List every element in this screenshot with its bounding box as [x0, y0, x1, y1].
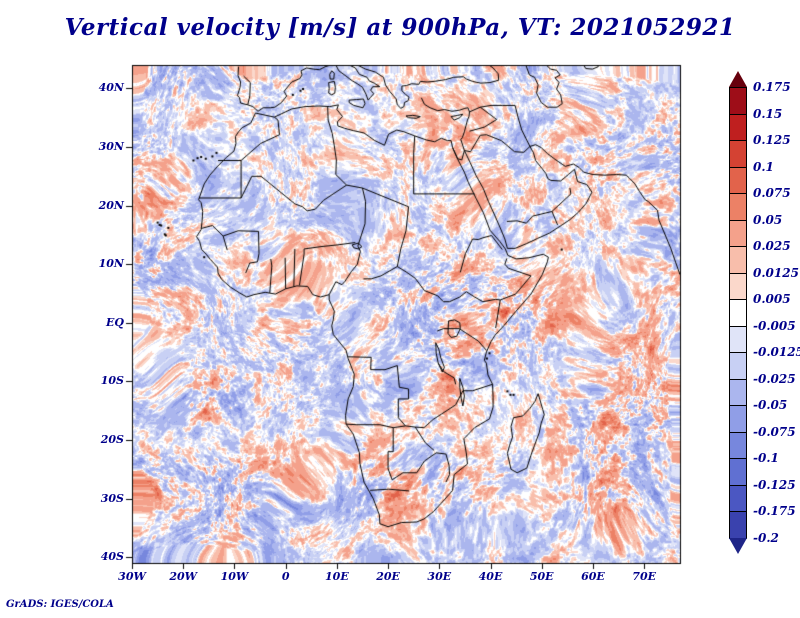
colorbar-tick-label: 0.075	[753, 186, 791, 201]
colorbar-arrow-top	[729, 71, 747, 87]
chart-title: Vertical velocity [m/s] at 900hPa, VT: 2…	[64, 14, 736, 41]
colorbar-segment	[729, 272, 747, 301]
colorbar-segment	[729, 193, 747, 221]
colorbar-segment	[729, 246, 747, 274]
colorbar-segment	[729, 87, 747, 115]
colorbar-segment	[729, 431, 747, 460]
colorbar-tick-label: 0.025	[753, 239, 791, 254]
colorbar-tick-label: 0.175	[753, 80, 791, 94]
x-axis-label: 70E	[632, 570, 656, 583]
colorbar-tick-label: -0.05	[753, 398, 788, 413]
colorbar-segment	[729, 325, 747, 354]
colorbar-segment	[729, 484, 747, 513]
x-axis-label: 10W	[220, 570, 249, 583]
colorbar-segment	[729, 219, 747, 248]
y-axis-label: 40S	[100, 550, 124, 564]
colorbar-segment	[729, 299, 747, 327]
colorbar-segment	[729, 166, 747, 195]
x-axis-label: 60E	[581, 570, 605, 583]
colorbar-tick-label: -0.0125	[753, 345, 800, 360]
y-axis-label: 20N	[98, 198, 124, 212]
colorbar-tick-label: -0.075	[753, 424, 796, 439]
colorbar-tick-label: 0.1	[753, 159, 774, 174]
x-axis-label: 30W	[118, 570, 146, 583]
y-axis-label: 40N	[98, 81, 124, 95]
x-axis-label: 10E	[325, 570, 349, 583]
colorbar-tick-label: -0.175	[753, 504, 796, 519]
colorbar-segment	[729, 378, 747, 407]
colorbar-segment	[729, 352, 747, 380]
y-axis-label: 10S	[100, 374, 124, 388]
colorbar-tick-label: -0.125	[753, 477, 796, 492]
colorbar-segment	[729, 511, 747, 539]
x-axis-label: 0	[281, 570, 290, 583]
colorbar-tick-label: -0.2	[753, 531, 779, 545]
colorbar-tick-label: 0.15	[753, 106, 783, 121]
colorbar-tick-label: -0.025	[753, 371, 796, 386]
grads-credit: GrADS: IGES/COLA	[6, 599, 114, 610]
colorbar-segment	[729, 140, 747, 168]
colorbar-tick-label: -0.1	[753, 451, 779, 466]
colorbar-tick-label: 0.125	[753, 133, 791, 148]
y-axis-label: 30N	[98, 140, 124, 154]
x-axis-label: 20E	[376, 570, 400, 583]
colorbar-segment	[729, 405, 747, 433]
y-axis-label: EQ	[106, 315, 124, 329]
y-axis-label: 20S	[100, 432, 124, 446]
colorbar-segment	[729, 458, 747, 486]
x-axis-label: 30E	[427, 570, 452, 583]
colorbar-arrow-bottom	[729, 538, 747, 554]
colorbar-tick-label: -0.005	[753, 318, 796, 333]
x-axis-label: 50E	[529, 570, 554, 583]
y-axis-label: 30S	[100, 491, 124, 505]
x-axis-label: 40E	[478, 570, 503, 583]
colorbar-tick-label: 0.05	[753, 212, 783, 227]
colorbar-tick-label: 0.0125	[753, 265, 799, 280]
colorbar-segment	[729, 113, 747, 142]
x-axis-label: 20W	[169, 570, 198, 583]
y-axis-label: 10N	[98, 257, 124, 271]
colorbar-tick-label: 0.005	[753, 292, 791, 307]
